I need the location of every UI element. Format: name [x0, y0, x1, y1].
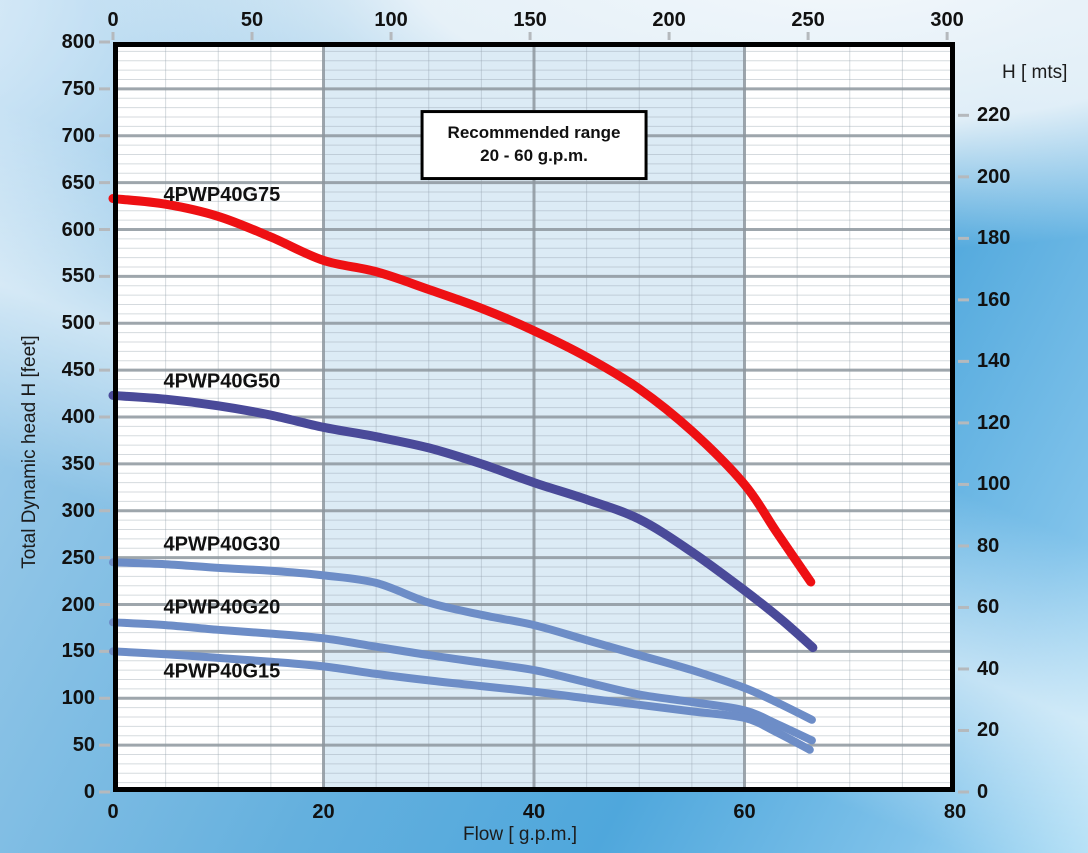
bottom-tick-40: 40	[522, 801, 546, 823]
left-tick-450: 450	[61, 359, 95, 382]
right-tick-60: 60	[977, 596, 1000, 619]
left-tick-550: 550	[61, 265, 95, 288]
right-tick-200: 200	[977, 165, 1011, 188]
top-tick-100: 100	[374, 9, 408, 31]
y-axis-title-right: H [ mts]	[1002, 62, 1068, 83]
top-tick-0: 0	[107, 9, 119, 31]
plot-area: 4PWP40G75 4PWP40G50 4PWP40G30 4PWP40G20 4PWP…	[99, 32, 969, 794]
recommended-range-line1: Recommended range	[447, 122, 621, 142]
left-tick-800: 800	[61, 31, 95, 53]
bottom-tick-20: 20	[312, 801, 335, 823]
top-tick-200: 200	[652, 9, 686, 31]
left-tick-350: 350	[61, 452, 95, 475]
left-tick-50: 50	[72, 734, 95, 757]
top-tick-300: 300	[930, 9, 964, 31]
left-tick-150: 150	[61, 640, 95, 663]
curve-4PWP40G15	[109, 647, 814, 754]
left-tick-700: 700	[61, 124, 95, 147]
curve-4PWP40G50	[108, 390, 818, 653]
curve-label-4PWP40G50: 4PWP40G50	[164, 371, 281, 393]
x-axis-title: Flow [ g.p.m.]	[462, 824, 578, 845]
left-tick-250: 250	[61, 546, 95, 569]
left-tick-500: 500	[61, 312, 95, 335]
curve-4PWP40G30	[109, 558, 816, 724]
bottom-tick-0: 0	[107, 801, 119, 823]
curve-label-4PWP40G15: 4PWP40G15	[164, 660, 281, 682]
recommended-range-box: Recommended range 20 - 60 g.p.m.	[420, 109, 648, 180]
right-tick-160: 160	[977, 288, 1011, 311]
curve-4PWP40G20	[109, 618, 816, 745]
bottom-tick-60: 60	[733, 801, 756, 823]
bottom-tick-80: 80	[943, 801, 967, 823]
right-tick-40: 40	[977, 657, 1000, 680]
right-tick-220: 220	[977, 104, 1011, 127]
right-tick-0: 0	[977, 781, 989, 803]
left-tick-600: 600	[61, 218, 95, 241]
curve-label-4PWP40G75: 4PWP40G75	[164, 184, 281, 206]
curve-label-4PWP40G30: 4PWP40G30	[164, 534, 281, 556]
left-tick-200: 200	[61, 593, 95, 616]
top-tick-50: 50	[240, 9, 264, 31]
right-tick-80: 80	[977, 534, 1000, 557]
left-tick-650: 650	[61, 171, 95, 194]
curve-label-4PWP40G20: 4PWP40G20	[164, 597, 281, 619]
right-tick-140: 140	[977, 350, 1011, 373]
curve-4PWP40G75	[108, 194, 816, 587]
left-tick-300: 300	[61, 499, 95, 522]
left-tick-100: 100	[61, 687, 95, 710]
top-tick-150: 150	[513, 9, 547, 31]
right-tick-120: 120	[977, 411, 1011, 434]
recommended-range-line2: 20 - 60 g.p.m.	[480, 145, 588, 165]
left-tick-400: 400	[61, 406, 95, 428]
right-tick-100: 100	[977, 473, 1011, 496]
right-tick-180: 180	[977, 227, 1011, 250]
left-tick-750: 750	[61, 77, 95, 100]
right-tick-20: 20	[977, 719, 1000, 742]
left-tick-0: 0	[83, 781, 95, 803]
top-tick-250: 250	[791, 9, 825, 31]
